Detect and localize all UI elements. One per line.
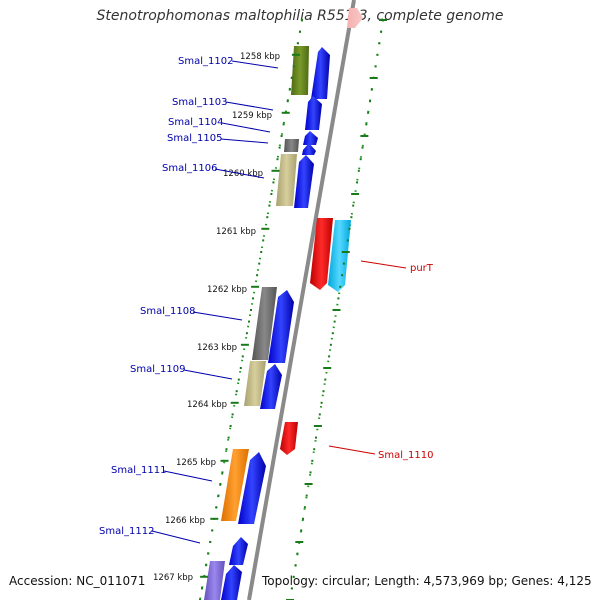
topology-text: Topology: circular; Length: 4,573,969 bp… [262, 574, 592, 588]
gene-smal-1105-arrow [302, 143, 316, 155]
tick-label-1267: 1267 kbp [153, 573, 193, 583]
gene-smal-1110-arrow [280, 422, 298, 455]
gene-label-purT: purT [410, 263, 434, 274]
tick-label-1266: 1266 kbp [165, 516, 205, 526]
gene-label-smal-1110: Smal_1110 [378, 450, 433, 461]
gene-label-smal-1104: Smal_1104 [168, 117, 223, 128]
gene-smal-1102-box [291, 46, 309, 95]
gene-label-smal-1103: Smal_1103 [172, 97, 227, 108]
gene-smal-1104-arrow [303, 131, 318, 145]
gene-smal-1105-box [284, 139, 299, 152]
gene-smal-1106-box [276, 154, 297, 206]
tick-label-1263: 1263 kbp [197, 343, 237, 353]
gene-label-smal-1102: Smal_1102 [178, 56, 233, 67]
right-gene-labels: purT Smal_1110 [328, 260, 434, 461]
gene-label-smal-1112: Smal_1112 [99, 526, 154, 537]
gene-label-smal-1111: Smal_1111 [111, 465, 166, 476]
gene-smal-1112-arrow [229, 537, 248, 565]
gene-label-smal-1109: Smal_1109 [130, 364, 185, 375]
gene-label-smal-1105: Smal_1105 [167, 133, 222, 144]
gene-label-smal-1108: Smal_1108 [140, 306, 195, 317]
gene-smal-1106-arrow [294, 155, 314, 208]
gene-smal-1103-arrow [305, 96, 322, 130]
tick-label-1265: 1265 kbp [176, 458, 216, 468]
tick-label-1261: 1261 kbp [216, 227, 256, 237]
gene-smal-1111-box [221, 449, 249, 521]
gene-red-arrow [310, 218, 333, 290]
tick-marks [199, 19, 387, 600]
tick-label-1259: 1259 kbp [232, 111, 272, 121]
accession-text: Accession: NC_011071 [9, 574, 146, 588]
gene-bottom-box [204, 561, 225, 600]
tick-label-1262: 1262 kbp [207, 285, 247, 295]
gene-smal-1109-box [244, 361, 266, 406]
gene-label-smal-1106: Smal_1106 [162, 163, 217, 174]
gene-bottom-arrow [221, 565, 242, 600]
gene-smal-1108-arrow [268, 290, 294, 363]
gene-smal-1102-arrow [311, 47, 330, 99]
gene-smal-1111-arrow [238, 452, 266, 524]
tick-label-1264: 1264 kbp [187, 400, 227, 410]
gene-smal-1109-arrow [260, 364, 282, 409]
tick-label-1258: 1258 kbp [240, 52, 280, 62]
gene-purT-arrow [328, 220, 351, 292]
map-title: Stenotrophomonas maltophilia R551-3, com… [96, 8, 504, 24]
gene-smal-1108-box [252, 287, 277, 360]
genome-backbone [247, 0, 356, 600]
left-gene-labels: Smal_1102 Smal_1103 Smal_1104 Smal_1105 … [99, 56, 279, 544]
gene-arrow-top [347, 8, 363, 28]
